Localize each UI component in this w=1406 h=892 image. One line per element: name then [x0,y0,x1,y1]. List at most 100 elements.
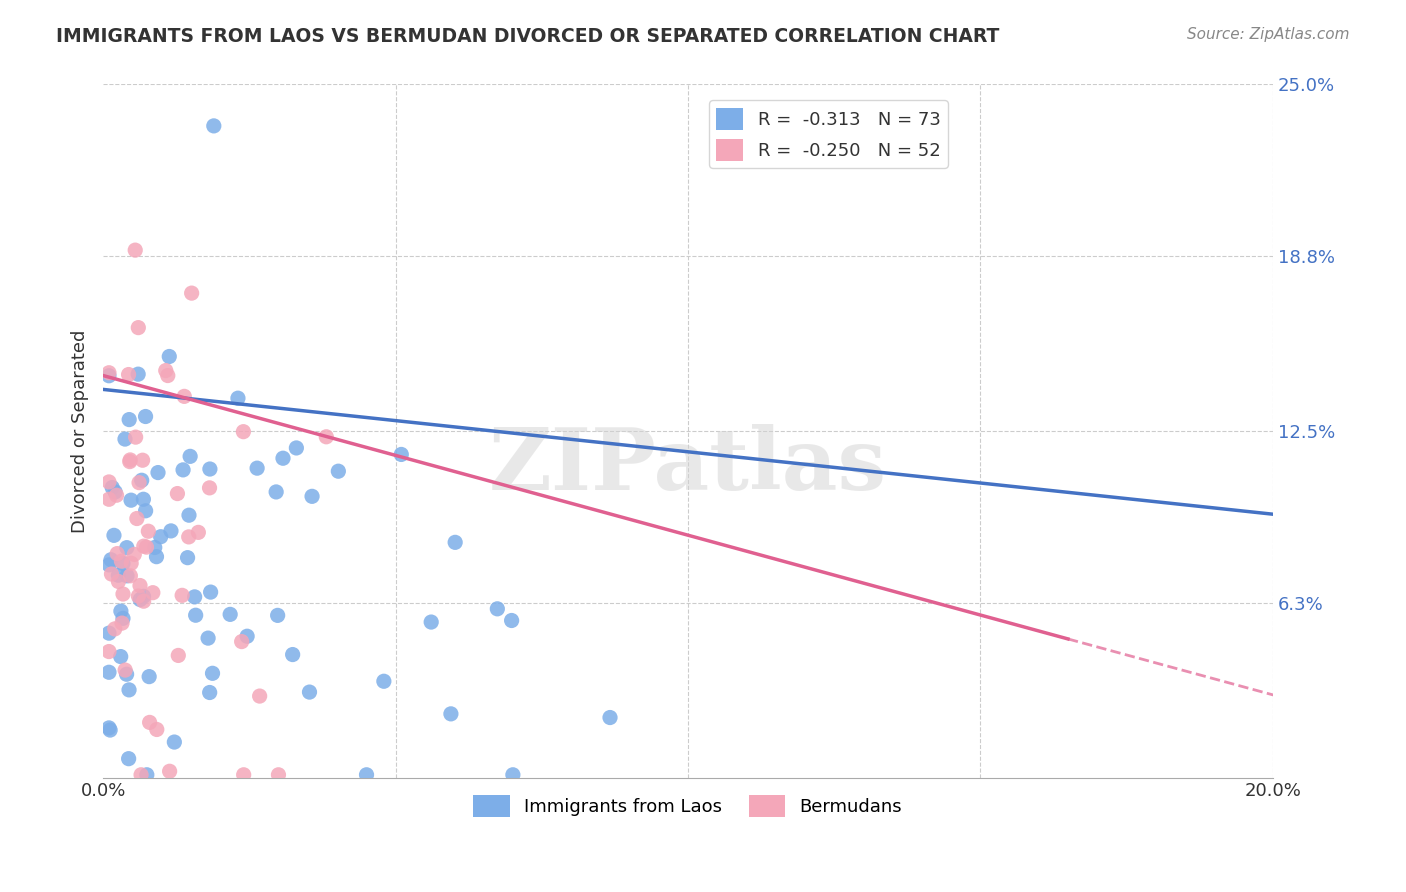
Immigrants from Laos [179,450,201,464]
Immigrants from Laos [599,710,621,724]
Bermudans [100,567,122,582]
Bermudans [173,389,195,403]
Bermudans [249,689,271,703]
Bermudans [118,454,141,468]
Bermudans [315,430,337,444]
Immigrants from Laos [115,541,138,555]
Bermudans [180,286,202,301]
Immigrants from Laos [115,569,138,583]
Immigrants from Laos [98,558,121,572]
Immigrants from Laos [103,528,125,542]
Immigrants from Laos [132,590,155,604]
Bermudans [135,540,157,554]
Immigrants from Laos [146,466,169,480]
Bermudans [177,530,200,544]
Immigrants from Laos [177,508,200,523]
Bermudans [129,578,152,592]
Immigrants from Laos [100,553,122,567]
Bermudans [111,616,134,631]
Bermudans [187,525,209,540]
Bermudans [105,547,128,561]
Legend: Immigrants from Laos, Bermudans: Immigrants from Laos, Bermudans [467,788,910,824]
Immigrants from Laos [115,667,138,681]
Immigrants from Laos [486,602,509,616]
Immigrants from Laos [420,615,443,629]
Immigrants from Laos [98,723,121,737]
Immigrants from Laos [202,119,225,133]
Immigrants from Laos [197,631,219,645]
Immigrants from Laos [117,752,139,766]
Immigrants from Laos [160,524,183,538]
Bermudans [104,622,127,636]
Immigrants from Laos [129,592,152,607]
Bermudans [120,569,142,583]
Immigrants from Laos [149,530,172,544]
Bermudans [110,554,132,568]
Bermudans [172,588,194,602]
Immigrants from Laos [118,412,141,426]
Bermudans [131,453,153,467]
Bermudans [105,488,128,502]
Immigrants from Laos [131,473,153,487]
Immigrants from Laos [200,585,222,599]
Bermudans [127,320,149,334]
Bermudans [167,648,190,663]
Immigrants from Laos [198,462,221,476]
Immigrants from Laos [281,648,304,662]
Immigrants from Laos [145,549,167,564]
Immigrants from Laos [356,768,378,782]
Immigrants from Laos [98,368,121,383]
Immigrants from Laos [271,451,294,466]
Immigrants from Laos [298,685,321,699]
Bermudans [98,492,121,507]
Immigrants from Laos [502,768,524,782]
Immigrants from Laos [219,607,242,622]
Immigrants from Laos [440,706,463,721]
Bermudans [232,425,254,439]
Immigrants from Laos [226,391,249,405]
Immigrants from Laos [301,489,323,503]
Immigrants from Laos [143,541,166,555]
Immigrants from Laos [163,735,186,749]
Immigrants from Laos [118,682,141,697]
Immigrants from Laos [98,665,121,680]
Immigrants from Laos [135,504,157,518]
Immigrants from Laos [373,674,395,689]
Bermudans [138,524,160,539]
Immigrants from Laos [172,463,194,477]
Immigrants from Laos [98,721,121,735]
Y-axis label: Divorced or Separated: Divorced or Separated [72,329,89,533]
Bermudans [159,764,181,779]
Bermudans [267,768,290,782]
Bermudans [132,594,155,608]
Immigrants from Laos [114,432,136,446]
Immigrants from Laos [264,484,287,499]
Immigrants from Laos [285,441,308,455]
Bermudans [198,481,221,495]
Bermudans [142,585,165,599]
Immigrants from Laos [111,611,134,625]
Bermudans [132,539,155,553]
Immigrants from Laos [266,608,288,623]
Bermudans [117,368,139,382]
Immigrants from Laos [132,492,155,507]
Bermudans [111,587,134,601]
Bermudans [98,475,121,489]
Immigrants from Laos [184,608,207,623]
Bermudans [120,453,142,467]
Bermudans [156,368,179,383]
Bermudans [166,486,188,500]
Text: ZIPatlas: ZIPatlas [489,424,887,508]
Immigrants from Laos [389,447,412,461]
Bermudans [114,663,136,677]
Bermudans [231,634,253,648]
Immigrants from Laos [104,485,127,500]
Bermudans [125,511,148,525]
Immigrants from Laos [198,685,221,699]
Bermudans [129,768,152,782]
Immigrants from Laos [157,350,180,364]
Immigrants from Laos [107,568,129,582]
Immigrants from Laos [110,604,132,618]
Immigrants from Laos [176,550,198,565]
Text: Source: ZipAtlas.com: Source: ZipAtlas.com [1187,27,1350,42]
